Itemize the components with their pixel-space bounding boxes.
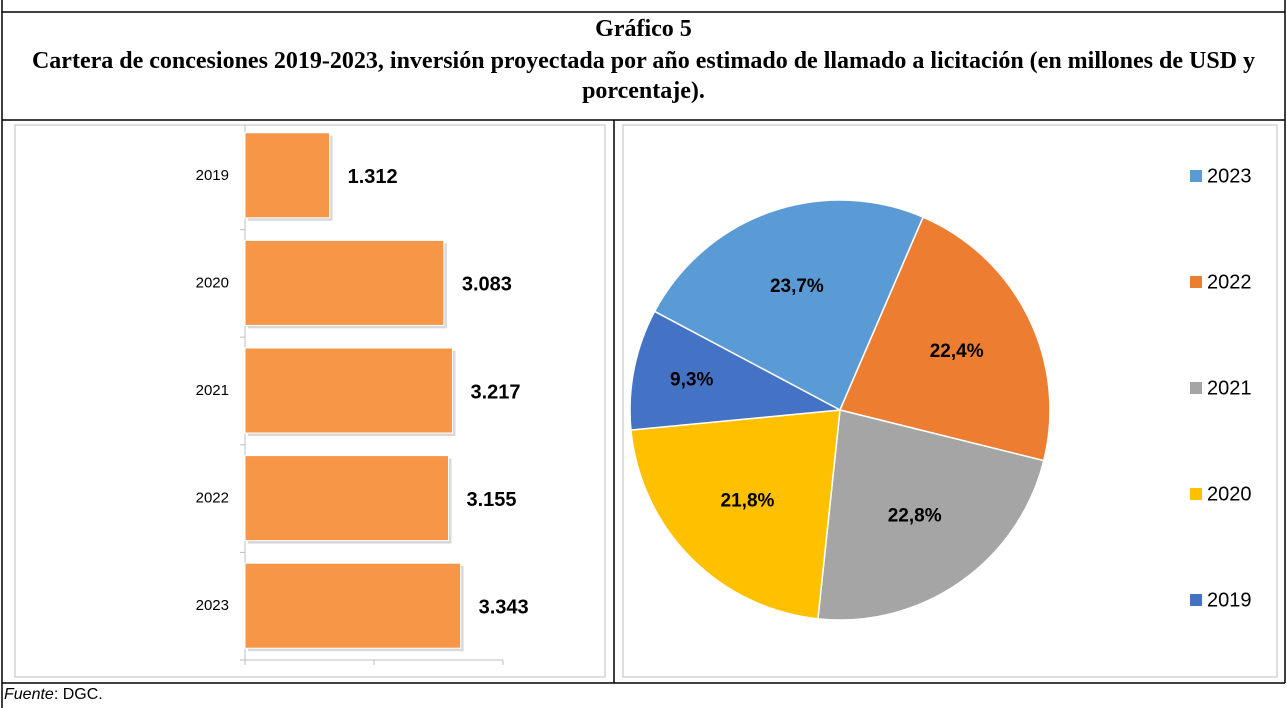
value-label: 3.343 — [479, 596, 529, 618]
pie-slice — [629, 310, 843, 431]
slice-label: 23,7% — [770, 276, 824, 297]
legend-swatch — [1190, 488, 1202, 500]
legend-swatch — [1190, 594, 1202, 606]
legend-swatch — [1190, 170, 1202, 182]
slice-label: 22,8% — [888, 506, 942, 527]
category-label: 2020 — [196, 274, 229, 291]
slice-label: 21,8% — [721, 491, 775, 512]
bar — [244, 132, 331, 219]
category-label: 2023 — [196, 597, 229, 614]
source-label: Fuente — [4, 686, 54, 703]
pie-slice — [817, 409, 1045, 621]
legend-label: 2020 — [1207, 483, 1252, 505]
value-label: 1.312 — [348, 166, 398, 188]
source: : DGC. — [53, 686, 103, 703]
bar-frame — [14, 124, 606, 678]
bar — [244, 455, 449, 542]
value-label: 3.155 — [466, 489, 516, 511]
pie-slice — [630, 409, 841, 620]
bar — [244, 347, 453, 434]
category-label: 2019 — [196, 167, 229, 184]
legend-label: 2019 — [1207, 589, 1252, 611]
category-label: 2022 — [196, 490, 229, 507]
value-label: 3.083 — [462, 274, 512, 296]
footer: Fuente: DGC. — [4, 686, 103, 704]
pie-slice — [838, 216, 1051, 462]
slice-label: 22,4% — [930, 341, 984, 362]
bar — [244, 239, 445, 326]
slice-label: 9,3% — [670, 369, 713, 390]
legend-swatch — [1190, 382, 1202, 394]
bar — [244, 562, 462, 649]
subtitle: Cartera de concesiones 2019-2023, invers… — [31, 48, 1256, 104]
legend-label: 2022 — [1207, 271, 1252, 293]
title: Gráfico 5 — [595, 16, 692, 42]
value-label: 3.217 — [470, 381, 520, 403]
pie-slice — [653, 199, 925, 412]
legend-swatch — [1190, 276, 1202, 288]
legend-label: 2021 — [1207, 377, 1252, 399]
legend-label: 2023 — [1207, 165, 1252, 187]
category-label: 2021 — [196, 382, 229, 399]
pie-frame — [622, 124, 1278, 678]
